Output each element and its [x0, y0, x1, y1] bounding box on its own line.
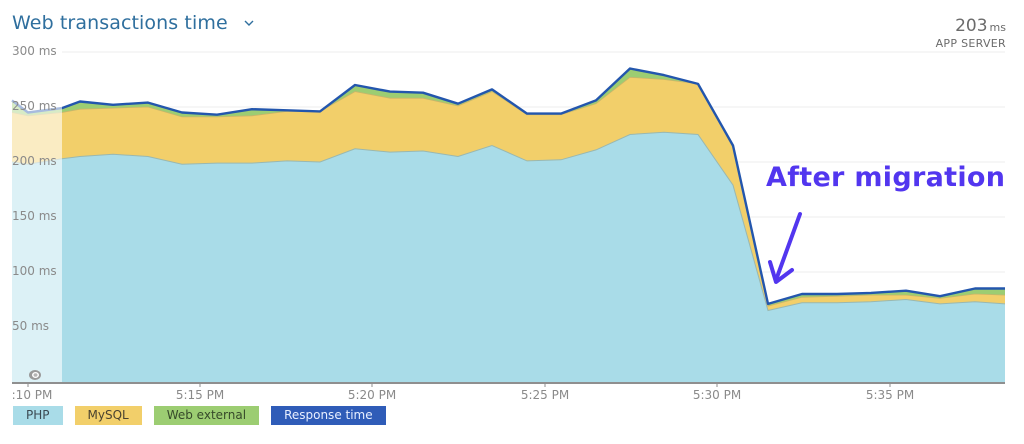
- legend-item-response-time[interactable]: Response time: [271, 406, 386, 425]
- legend-item-mysql[interactable]: MySQL: [74, 406, 142, 425]
- x-tick-label: :10 PM: [11, 388, 53, 402]
- y-tick-label: 100 ms: [12, 264, 57, 278]
- legend-item-web-external[interactable]: Web external: [153, 406, 260, 425]
- arrow-down-left-icon: [768, 212, 802, 284]
- reset-zoom-icon[interactable]: [28, 366, 42, 380]
- x-tick-label: 5:35 PM: [865, 388, 915, 402]
- chart-title: Web transactions time: [12, 12, 228, 34]
- annotation-label: After migration: [766, 162, 1006, 193]
- chart-legend: PHP MySQL Web external Response time: [13, 406, 386, 425]
- legend-item-php[interactable]: PHP: [13, 406, 63, 425]
- x-tick-label: 5:15 PM: [175, 388, 225, 402]
- y-tick-label: 150 ms: [12, 209, 57, 223]
- chart-header: Web transactions time: [12, 12, 256, 34]
- summary-value: 203 ms APP SERVER: [936, 16, 1006, 50]
- summary-label: APP SERVER: [935, 37, 1006, 50]
- y-tick-label: 250 ms: [12, 99, 57, 113]
- chevron-down-icon[interactable]: [242, 16, 256, 30]
- summary-number: 203: [955, 16, 988, 36]
- y-tick-label: 50 ms: [12, 319, 50, 333]
- y-tick-label: 200 ms: [12, 154, 57, 168]
- y-tick-label: 300 ms: [12, 44, 57, 58]
- x-tick-label: 5:25 PM: [520, 388, 570, 402]
- x-tick-label: 5:20 PM: [347, 388, 397, 402]
- summary-unit: ms: [989, 21, 1006, 34]
- x-tick-label: 5:30 PM: [692, 388, 742, 402]
